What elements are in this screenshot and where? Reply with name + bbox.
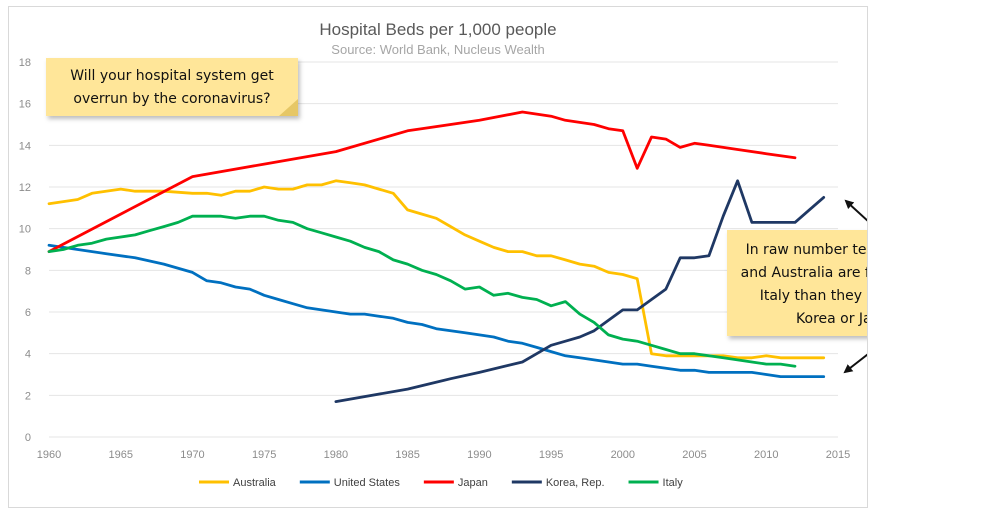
- legend-label: Italy: [663, 477, 684, 489]
- series-line-korea-rep: [334, 179, 826, 403]
- y-tick-label: 10: [19, 224, 31, 236]
- y-tick-label: 16: [19, 99, 31, 111]
- series-group: [47, 110, 826, 403]
- series-line-japan: [47, 110, 797, 253]
- x-tick-label: 1980: [324, 449, 348, 461]
- legend: Australia United States Japan Korea, Rep. It…: [199, 477, 683, 489]
- x-tick-label: 1965: [108, 449, 132, 461]
- x-axis: 1960 1965 1970 1975 1980 1985 1990 1995 2000 2005…: [37, 449, 850, 461]
- annotation-right: In raw number terms, the US and Australi…: [727, 230, 867, 336]
- x-tick-label: 2005: [682, 449, 706, 461]
- y-tick-label: 4: [25, 349, 31, 361]
- x-tick-label: 1960: [37, 449, 61, 461]
- series-line-italy: [47, 214, 797, 368]
- chart-subtitle: Source: World Bank, Nucleus Wealth: [331, 42, 544, 57]
- legend-label: United States: [334, 477, 401, 489]
- note-top-line-2: overrun by the coronavirus?: [73, 91, 270, 107]
- annotation-top: Will your hospital system get overrun by…: [46, 58, 298, 116]
- y-tick-label: 2: [25, 390, 31, 402]
- y-tick-label: 8: [25, 265, 31, 277]
- legend-label: Japan: [458, 477, 488, 489]
- y-tick-label: 6: [25, 307, 31, 319]
- sticky-note-right: [727, 230, 867, 336]
- arrow-to-us-australia: [843, 353, 867, 374]
- x-tick-label: 1970: [180, 449, 204, 461]
- x-tick-label: 2015: [826, 449, 850, 461]
- x-tick-label: 2010: [754, 449, 778, 461]
- y-tick-label: 18: [19, 57, 31, 69]
- y-tick-label: 12: [19, 182, 31, 194]
- grid: [49, 61, 838, 438]
- y-tick-label: 0: [25, 432, 31, 444]
- x-tick-label: 1995: [539, 449, 563, 461]
- sticky-note-top: [46, 58, 298, 116]
- x-tick-label: 2000: [611, 449, 635, 461]
- y-tick-label: 14: [19, 140, 31, 152]
- x-tick-label: 1985: [395, 449, 419, 461]
- series-line-australia: [47, 179, 826, 360]
- note-right-line-3: Italy than they are South: [760, 288, 867, 304]
- note-right-line-1: In raw number terms, the US: [746, 242, 867, 258]
- chart-title: Hospital Beds per 1,000 people: [319, 20, 556, 39]
- note-top-fold: [279, 99, 298, 116]
- note-top-line-1: Will your hospital system get: [70, 68, 274, 84]
- arrow-to-korea: [844, 199, 867, 222]
- chart-frame: Hospital Beds per 1,000 people Source: W…: [8, 6, 868, 508]
- x-tick-label: 1975: [252, 449, 276, 461]
- note-right-line-4: Korea or Japan: [796, 311, 867, 327]
- legend-label: Australia: [233, 477, 277, 489]
- y-axis: 0 2 4 6 8 10 12 14 16 18: [19, 57, 31, 444]
- series-line-united-states: [47, 243, 826, 378]
- x-tick-label: 1990: [467, 449, 491, 461]
- legend-label: Korea, Rep.: [546, 477, 605, 489]
- note-right-line-2: and Australia are far more like: [741, 265, 867, 281]
- line-chart: Hospital Beds per 1,000 people Source: W…: [19, 20, 867, 489]
